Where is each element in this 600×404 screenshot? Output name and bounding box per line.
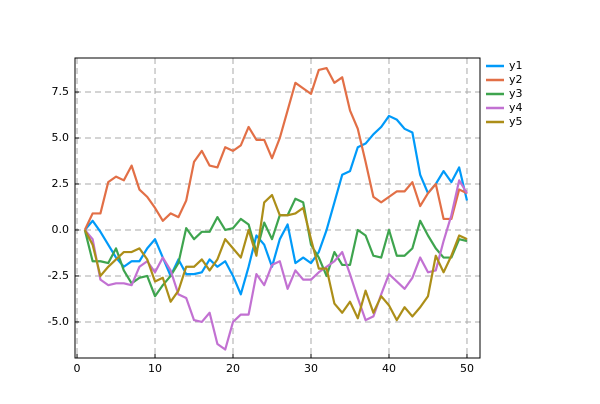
line — [83, 67, 468, 231]
legend-label: y1 — [509, 59, 523, 72]
y-tick-label: 0.0 — [52, 223, 70, 236]
y-tick-label: 5.0 — [52, 131, 70, 144]
line — [83, 114, 469, 296]
legend-label: y3 — [509, 87, 523, 100]
x-tick-label: 40 — [382, 362, 396, 375]
x-tick-label: 50 — [460, 362, 474, 375]
x-tick-label: 0 — [74, 362, 81, 375]
y-tick-label: 2.5 — [52, 177, 70, 190]
y-tick-label: -5.0 — [48, 315, 69, 328]
legend-label: y2 — [509, 73, 523, 86]
y-tick-label: -2.5 — [48, 269, 69, 282]
x-tick-label: 10 — [148, 362, 162, 375]
plot-frame — [74, 57, 481, 359]
legend-label: y5 — [509, 115, 523, 128]
x-tick-label: 30 — [304, 362, 318, 375]
y-tick-label: 7.5 — [52, 85, 70, 98]
line — [83, 197, 468, 298]
x-tick-label: 20 — [226, 362, 240, 375]
line — [83, 193, 468, 322]
legend-label: y4 — [509, 101, 523, 114]
